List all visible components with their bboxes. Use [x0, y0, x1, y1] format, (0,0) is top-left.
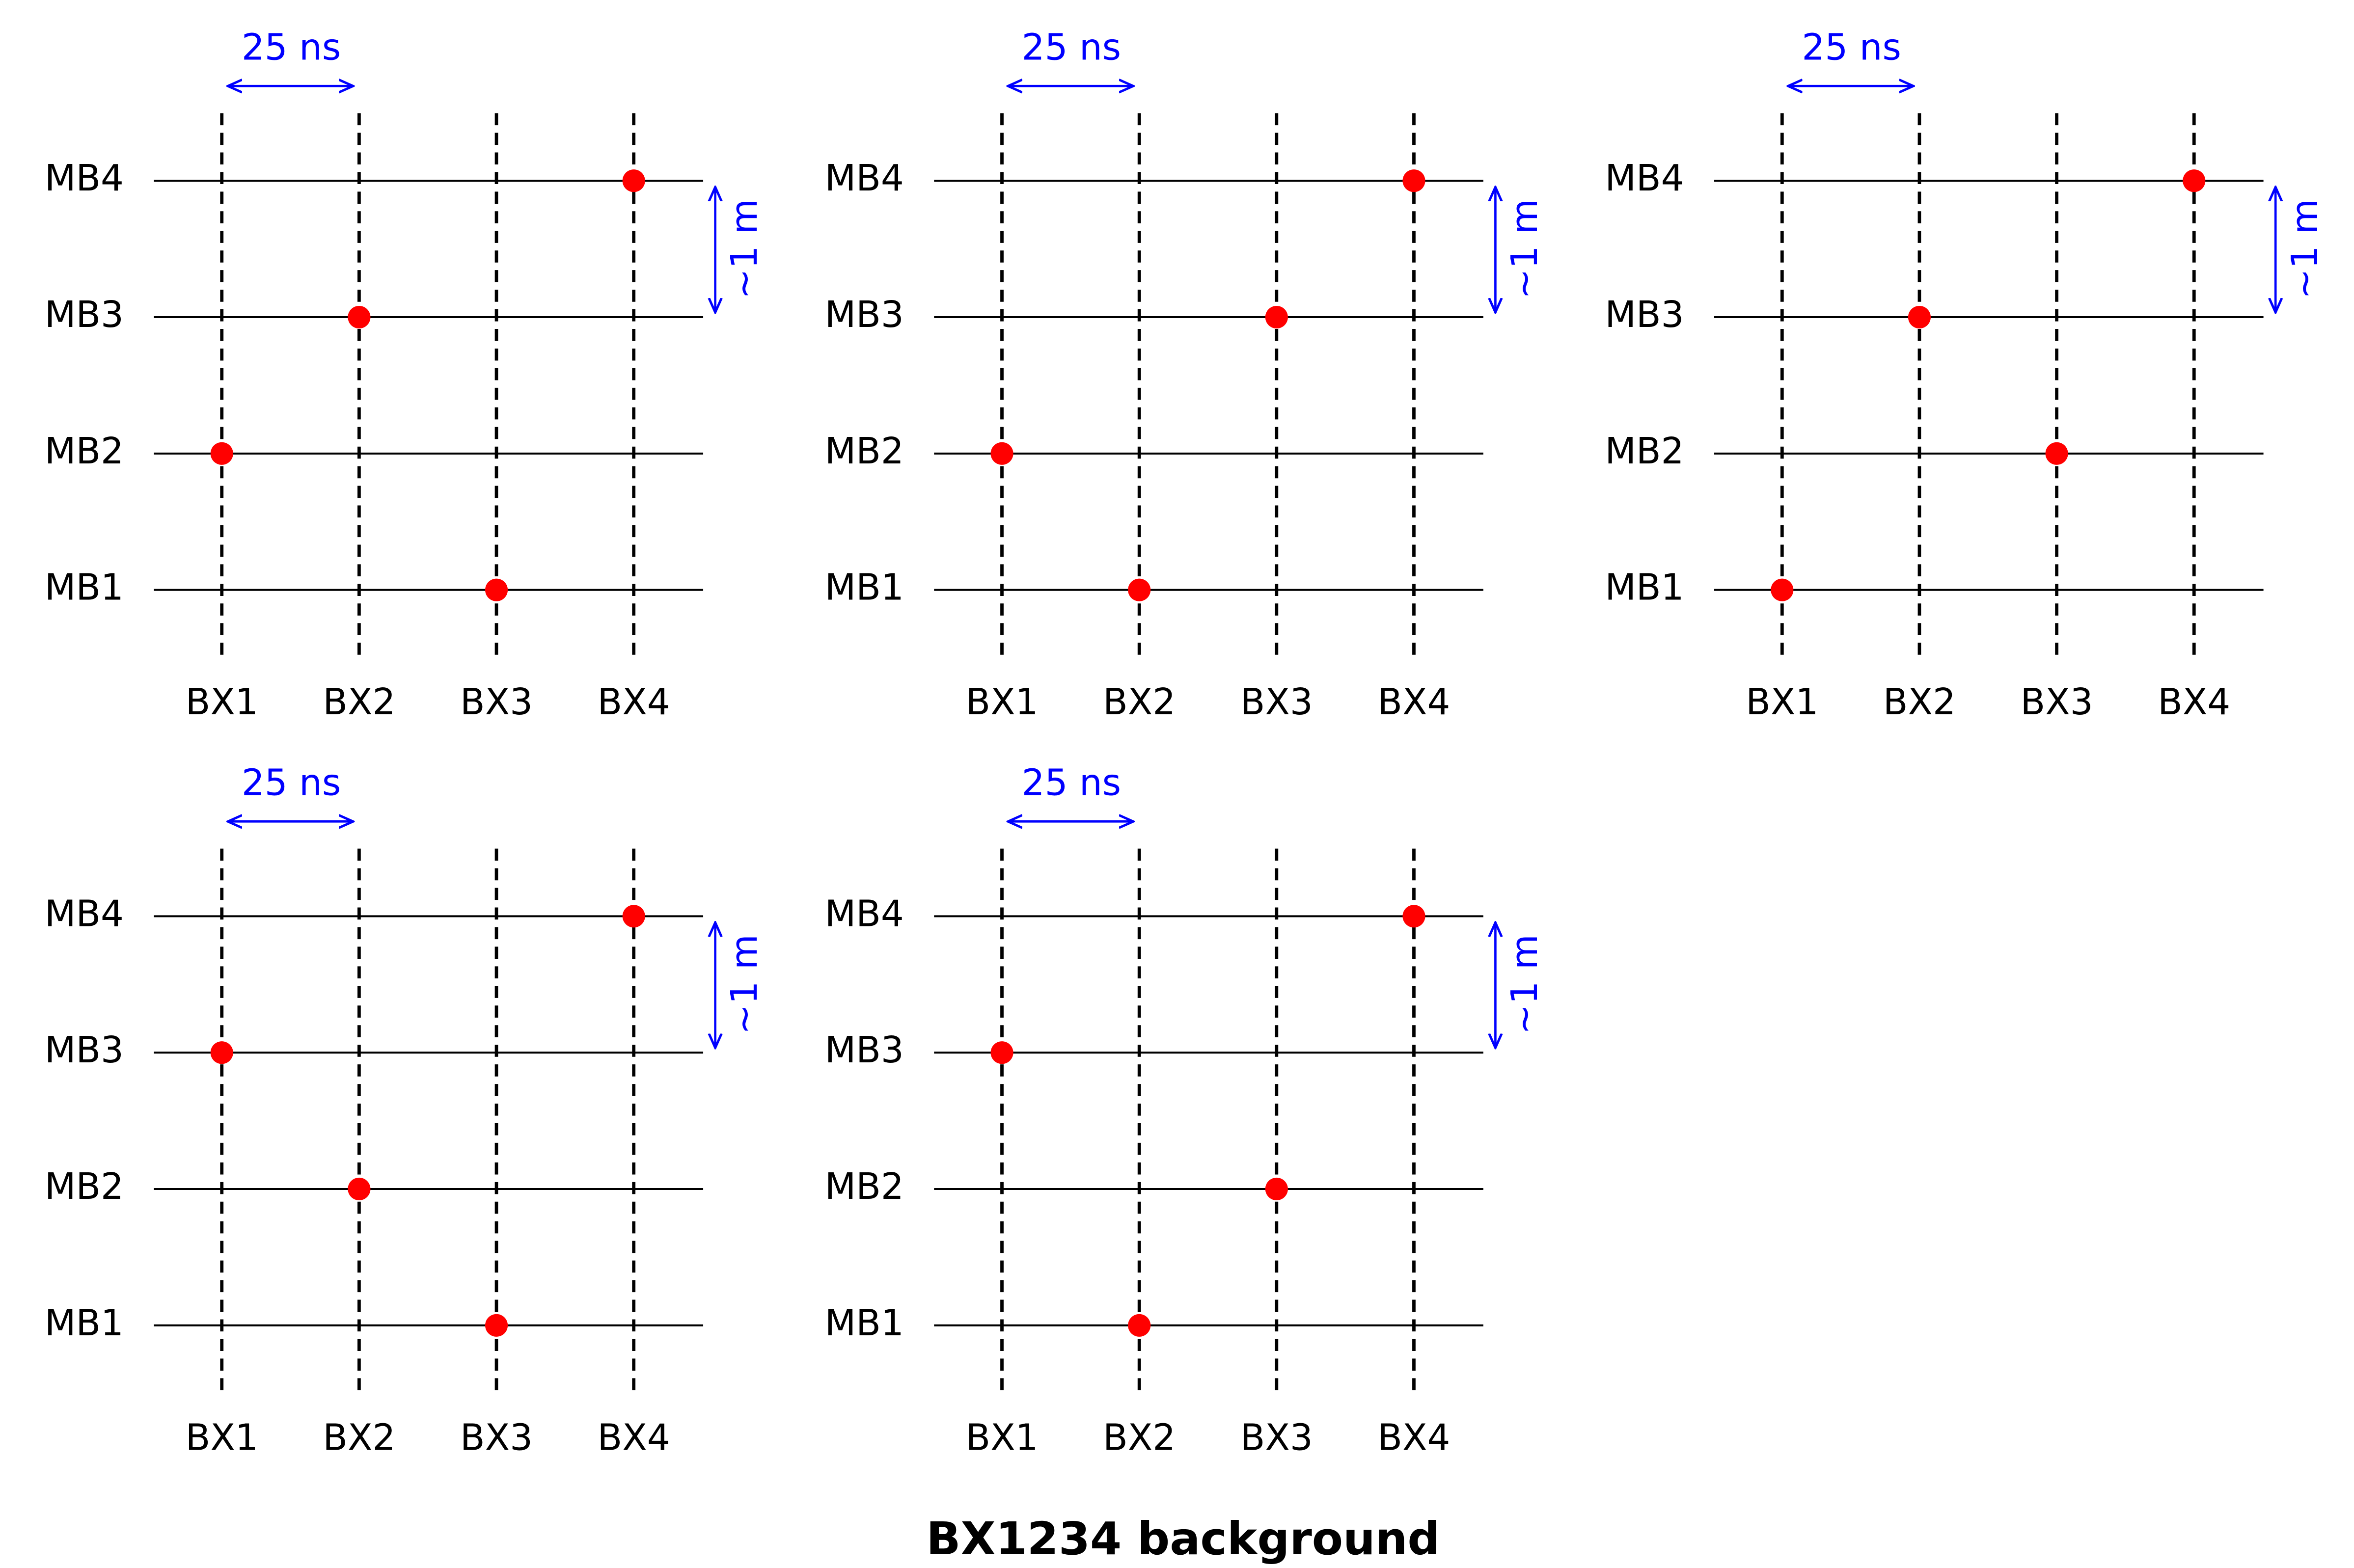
y-tick-label: MB2: [1605, 431, 1684, 472]
y-tick-label: MB3: [45, 1029, 124, 1071]
annotation: ~1 m: [1504, 934, 1546, 1034]
x-tick-label: BX4: [598, 1417, 670, 1459]
x-tick-label: BX4: [2158, 681, 2230, 723]
point: [1908, 305, 1931, 329]
figure-title: BX1234 background: [926, 1512, 1440, 1565]
panel: MB1 MB2 MB3 MB4 BX1 BX2 BX3 BX4 25 ns ~1 m: [45, 27, 766, 724]
point: [348, 305, 371, 329]
annotation: 25 ns: [242, 27, 341, 69]
y-tick-label: MB4: [825, 158, 904, 199]
x-tick-label: BX3: [460, 1417, 533, 1459]
y-tick-label: MB3: [825, 294, 904, 336]
y-tick-label: MB3: [45, 294, 124, 336]
point: [1128, 578, 1151, 601]
y-tick-label: MB2: [825, 431, 904, 472]
x-tick-label: BX3: [1240, 1417, 1313, 1459]
point: [210, 1041, 233, 1064]
annotation: ~1 m: [2284, 199, 2326, 299]
x-tick-label: BX1: [965, 1417, 1038, 1459]
x-tick-label: BX4: [598, 681, 670, 723]
x-tick-label: BX4: [1377, 1417, 1450, 1459]
point: [622, 905, 645, 928]
panel: MB1 MB2 MB3 MB4 BX1 BX2 BX3 BX4 25 ns ~1 m: [825, 27, 1546, 724]
x-tick-label: BX3: [2021, 681, 2093, 723]
panel: MB1 MB2 MB3 MB4 BX1 BX2 BX3 BX4 25 ns ~1 m: [825, 762, 1546, 1459]
point: [348, 1177, 371, 1201]
y-tick-label: MB1: [45, 567, 124, 609]
y-tick-label: MB3: [825, 1029, 904, 1071]
x-tick-label: BX4: [1377, 681, 1450, 723]
point: [622, 169, 645, 192]
y-tick-label: MB1: [45, 1302, 124, 1344]
y-tick-label: MB4: [45, 893, 124, 935]
annotation: 25 ns: [1022, 27, 1121, 69]
point: [990, 442, 1013, 465]
point: [1402, 169, 1425, 192]
y-tick-label: MB4: [1605, 158, 1684, 199]
point: [1265, 1177, 1288, 1201]
point: [210, 442, 233, 465]
x-tick-label: BX3: [1240, 681, 1313, 723]
point: [485, 578, 508, 601]
x-tick-label: BX1: [186, 1417, 258, 1459]
point: [485, 1314, 508, 1337]
annotation: 25 ns: [242, 762, 341, 804]
point: [1771, 578, 1794, 601]
annotation: ~1 m: [724, 199, 766, 299]
y-tick-label: MB2: [45, 1166, 124, 1208]
point: [1265, 305, 1288, 329]
annotation: 25 ns: [1022, 762, 1121, 804]
x-tick-label: BX3: [460, 681, 533, 723]
y-tick-label: MB1: [825, 1302, 904, 1344]
y-tick-label: MB3: [1605, 294, 1684, 336]
point: [990, 1041, 1013, 1064]
y-tick-label: MB4: [825, 893, 904, 935]
x-tick-label: BX2: [1103, 681, 1176, 723]
y-tick-label: MB1: [825, 567, 904, 609]
panel: MB1 MB2 MB3 MB4 BX1 BX2 BX3 BX4 25 ns ~1 m: [45, 762, 766, 1459]
x-tick-label: BX2: [1883, 681, 1956, 723]
x-tick-label: BX2: [1103, 1417, 1176, 1459]
x-tick-label: BX2: [323, 1417, 395, 1459]
x-tick-label: BX1: [1746, 681, 1818, 723]
y-tick-label: MB1: [1605, 567, 1684, 609]
x-tick-label: BX1: [965, 681, 1038, 723]
annotation: 25 ns: [1802, 27, 1901, 69]
annotation: ~1 m: [724, 934, 766, 1034]
point: [1128, 1314, 1151, 1337]
annotation: ~1 m: [1504, 199, 1546, 299]
x-tick-label: BX1: [186, 681, 258, 723]
y-tick-label: MB4: [45, 158, 124, 199]
point: [2045, 442, 2068, 465]
point: [1402, 905, 1425, 928]
panel: MB1 MB2 MB3 MB4 BX1 BX2 BX3 BX4 25 ns ~1 m: [1605, 27, 2326, 724]
x-tick-label: BX2: [323, 681, 395, 723]
point: [2183, 169, 2206, 192]
y-tick-label: MB2: [825, 1166, 904, 1208]
y-tick-label: MB2: [45, 431, 124, 472]
